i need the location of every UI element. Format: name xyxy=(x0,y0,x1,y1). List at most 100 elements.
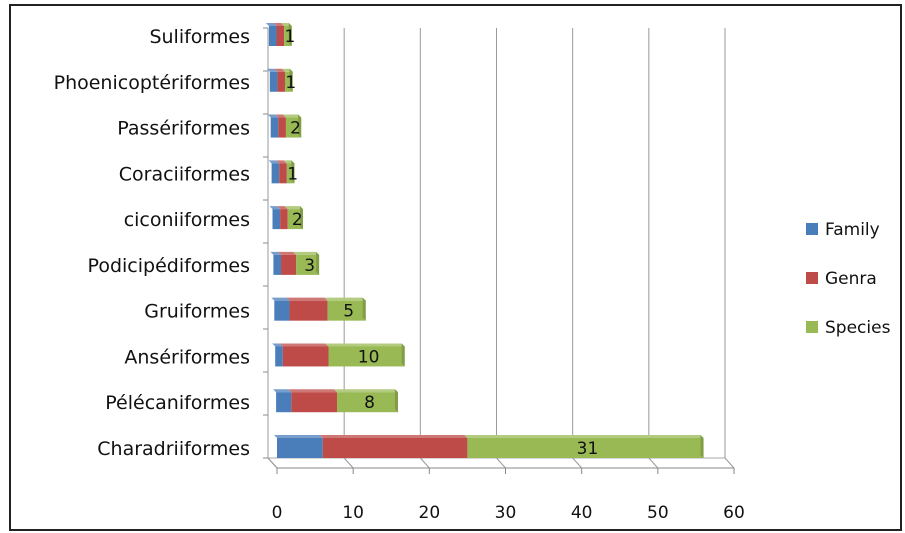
gridline-floor xyxy=(496,457,506,469)
bar-side xyxy=(362,297,366,321)
bar-genra xyxy=(281,254,297,275)
bar-species xyxy=(328,346,405,367)
data-label: 1 xyxy=(285,27,296,47)
bar-top-species xyxy=(324,297,366,301)
category-label: Pélécaniformes xyxy=(105,392,250,414)
bar-species xyxy=(287,209,303,230)
bar-top-genra xyxy=(276,160,287,164)
x-tick-label: 0 xyxy=(272,503,283,523)
bar-genra xyxy=(277,71,286,92)
bar-genra xyxy=(291,392,338,413)
bar-family xyxy=(271,163,280,184)
bar-top-genra xyxy=(279,343,329,347)
category-label: Gruiformes xyxy=(144,301,250,323)
gridline-floor xyxy=(572,457,583,469)
legend-swatch-family xyxy=(806,223,818,235)
category-label: Suliformes xyxy=(149,26,250,48)
bar-top-genra xyxy=(277,206,288,210)
bar-top-family xyxy=(270,251,282,255)
bar-top-genra xyxy=(273,23,285,26)
x-tick-label: 40 xyxy=(571,503,593,523)
bar-top-genra xyxy=(275,114,286,118)
bar-side xyxy=(299,206,303,230)
legend-label-genra: Genra xyxy=(825,269,877,289)
bar-top-family xyxy=(269,206,281,210)
x-tick-labels: 0 10 20 30 40 50 60 xyxy=(272,503,745,523)
data-label: 3 xyxy=(304,256,315,276)
bar-family xyxy=(276,392,292,413)
legend-swatch-species xyxy=(806,321,818,333)
bar-top-family xyxy=(267,114,279,118)
legend-label-family: Family xyxy=(825,220,880,240)
data-label: 1 xyxy=(285,73,296,93)
category-labels: Charadriiformes Pélécaniformes Ansériforme… xyxy=(54,26,250,460)
bar-side xyxy=(291,160,295,184)
bar-top-family xyxy=(266,68,278,72)
gridline-floor xyxy=(419,457,430,469)
bar-genra xyxy=(276,26,285,46)
bar-family xyxy=(270,117,279,138)
x-tick-label: 20 xyxy=(419,503,441,523)
bar-genra xyxy=(289,300,328,321)
bar-species xyxy=(467,438,704,458)
bar-species xyxy=(296,254,320,275)
bar-side xyxy=(298,114,302,138)
bar-top-family xyxy=(268,160,280,164)
bar-top-genra xyxy=(288,389,338,393)
bar-side xyxy=(288,23,292,46)
category-label: Ansériformes xyxy=(124,346,250,368)
data-label: 1 xyxy=(287,164,298,184)
x-tick-label: 10 xyxy=(342,503,364,523)
bar-family xyxy=(273,254,282,275)
x-tick-label: 50 xyxy=(647,503,669,523)
bar-top-species xyxy=(282,114,302,118)
bar-top-genra xyxy=(319,435,468,438)
bar-family xyxy=(268,26,277,46)
bar-species xyxy=(337,392,398,413)
bar-side xyxy=(394,389,398,413)
bar-family xyxy=(269,71,278,92)
bar-top-species xyxy=(334,389,398,393)
bar-top-family xyxy=(265,23,277,26)
x-tick-label: 30 xyxy=(495,503,517,523)
bar-family xyxy=(277,438,323,458)
bar-top-family xyxy=(271,297,290,301)
bar-top-genra xyxy=(274,68,286,72)
bar-genra xyxy=(322,438,468,458)
gridline-floor xyxy=(648,457,659,469)
data-label: 2 xyxy=(292,210,303,230)
bar-top-species xyxy=(464,435,704,438)
bar-top-family xyxy=(273,389,292,393)
bar-top-species xyxy=(284,206,303,210)
category-label: Coraciiformes xyxy=(119,163,250,185)
category-label: Passériformes xyxy=(117,118,250,140)
bar-genra xyxy=(278,117,286,138)
bar-top-genra xyxy=(278,251,297,255)
bar-side xyxy=(316,251,320,275)
data-label: 5 xyxy=(343,302,354,322)
legend: Family Genra Species xyxy=(806,220,891,338)
legend-swatch-genra xyxy=(806,272,818,284)
gridline-floor xyxy=(724,457,735,469)
bar-species xyxy=(327,300,366,321)
bar-side xyxy=(289,68,293,92)
data-label: 10 xyxy=(358,347,380,367)
bar-top-family xyxy=(272,343,283,347)
bar-side xyxy=(401,343,405,367)
bar-species xyxy=(285,71,293,92)
bar-family xyxy=(275,346,283,367)
category-label: Podicipédiformes xyxy=(88,255,250,277)
gridlines xyxy=(267,28,735,474)
x-tick-label: 60 xyxy=(723,503,745,523)
bar-top-species xyxy=(293,251,320,255)
bar-top-family xyxy=(274,435,323,438)
bar-species xyxy=(285,117,302,138)
bar-genra xyxy=(280,209,288,230)
bar-top-genra xyxy=(286,297,328,301)
data-label: 2 xyxy=(290,119,301,139)
bars: 31 8 10 5 3 2 1 2 1 1 xyxy=(265,23,704,459)
bar-species xyxy=(286,163,295,184)
bar-family xyxy=(272,209,281,230)
bar-species xyxy=(284,26,292,46)
